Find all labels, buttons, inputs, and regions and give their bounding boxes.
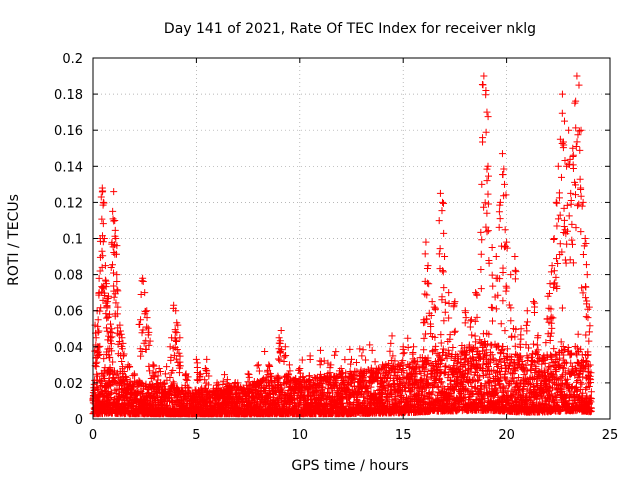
baseline-point xyxy=(324,359,332,367)
baseline-point xyxy=(298,356,306,364)
data-point xyxy=(110,282,118,290)
data-point xyxy=(102,324,110,332)
baseline-point xyxy=(274,374,282,382)
data-point xyxy=(109,207,117,215)
baseline-point xyxy=(100,393,108,401)
baseline-point xyxy=(371,358,379,366)
baseline-point xyxy=(219,377,227,385)
baseline-point xyxy=(259,375,267,383)
data-point xyxy=(113,277,121,285)
data-point xyxy=(118,358,126,366)
baseline-point xyxy=(578,380,586,388)
baseline-point xyxy=(115,374,123,382)
data-points xyxy=(89,72,595,418)
baseline-point xyxy=(404,334,412,342)
baseline-point xyxy=(359,346,367,354)
data-point xyxy=(120,350,128,358)
baseline-point xyxy=(100,355,108,363)
baseline-point xyxy=(341,356,349,364)
baseline-point xyxy=(163,363,171,371)
data-point xyxy=(95,274,103,282)
data-point xyxy=(99,220,107,228)
data-point xyxy=(98,215,106,223)
baseline-point xyxy=(319,383,327,391)
baseline-point xyxy=(185,384,193,392)
baseline-point xyxy=(176,391,184,399)
data-point xyxy=(110,293,118,301)
baseline-point xyxy=(550,345,558,353)
baseline-point xyxy=(437,339,445,347)
baseline-point xyxy=(275,375,283,383)
data-point xyxy=(113,286,121,294)
baseline-point xyxy=(100,367,108,375)
data-point xyxy=(103,302,111,310)
baseline-point xyxy=(97,377,105,385)
baseline-point xyxy=(171,401,179,408)
baseline-point xyxy=(254,398,262,406)
data-point xyxy=(98,247,106,255)
baseline-point xyxy=(558,304,566,312)
data-point xyxy=(111,226,119,234)
baseline-point xyxy=(497,320,505,328)
baseline-point xyxy=(362,356,370,364)
data-point xyxy=(113,271,121,279)
baseline-point xyxy=(331,351,339,359)
baseline-point xyxy=(583,358,591,366)
baseline-point xyxy=(404,344,412,352)
data-point xyxy=(110,188,118,196)
baseline-point xyxy=(223,376,231,384)
baseline-point xyxy=(332,348,340,356)
baseline-point xyxy=(511,342,519,350)
data-point xyxy=(119,339,127,347)
data-point xyxy=(101,276,109,284)
baseline-point xyxy=(567,359,575,367)
baseline-point xyxy=(232,384,240,392)
baseline-point xyxy=(346,345,354,353)
data-point xyxy=(107,320,115,328)
baseline-point xyxy=(488,341,496,349)
baseline-point xyxy=(97,389,105,397)
data-point xyxy=(98,188,106,196)
baseline-point xyxy=(545,363,553,371)
baseline-point xyxy=(257,395,265,403)
baseline-point xyxy=(268,372,276,380)
data-point xyxy=(106,328,114,336)
baseline-point xyxy=(307,385,315,393)
baseline-point xyxy=(529,358,537,366)
baseline-point xyxy=(499,297,507,305)
data-point xyxy=(94,316,102,324)
baseline-point xyxy=(388,332,396,340)
baseline-point xyxy=(352,359,360,367)
baseline-point xyxy=(346,380,354,388)
baseline-point xyxy=(387,339,395,347)
data-point xyxy=(99,284,107,292)
data-point xyxy=(114,303,122,311)
baseline-point xyxy=(151,395,159,403)
data-point xyxy=(93,370,101,378)
data-point xyxy=(112,299,120,307)
baseline-point xyxy=(101,375,109,383)
baseline-point xyxy=(261,347,269,355)
baseline-point xyxy=(574,330,582,338)
baseline-point xyxy=(501,327,509,335)
data-point xyxy=(111,216,119,224)
baseline-point xyxy=(221,371,229,379)
chart-title: Day 141 of 2021, Rate Of TEC Index for r… xyxy=(164,21,536,37)
